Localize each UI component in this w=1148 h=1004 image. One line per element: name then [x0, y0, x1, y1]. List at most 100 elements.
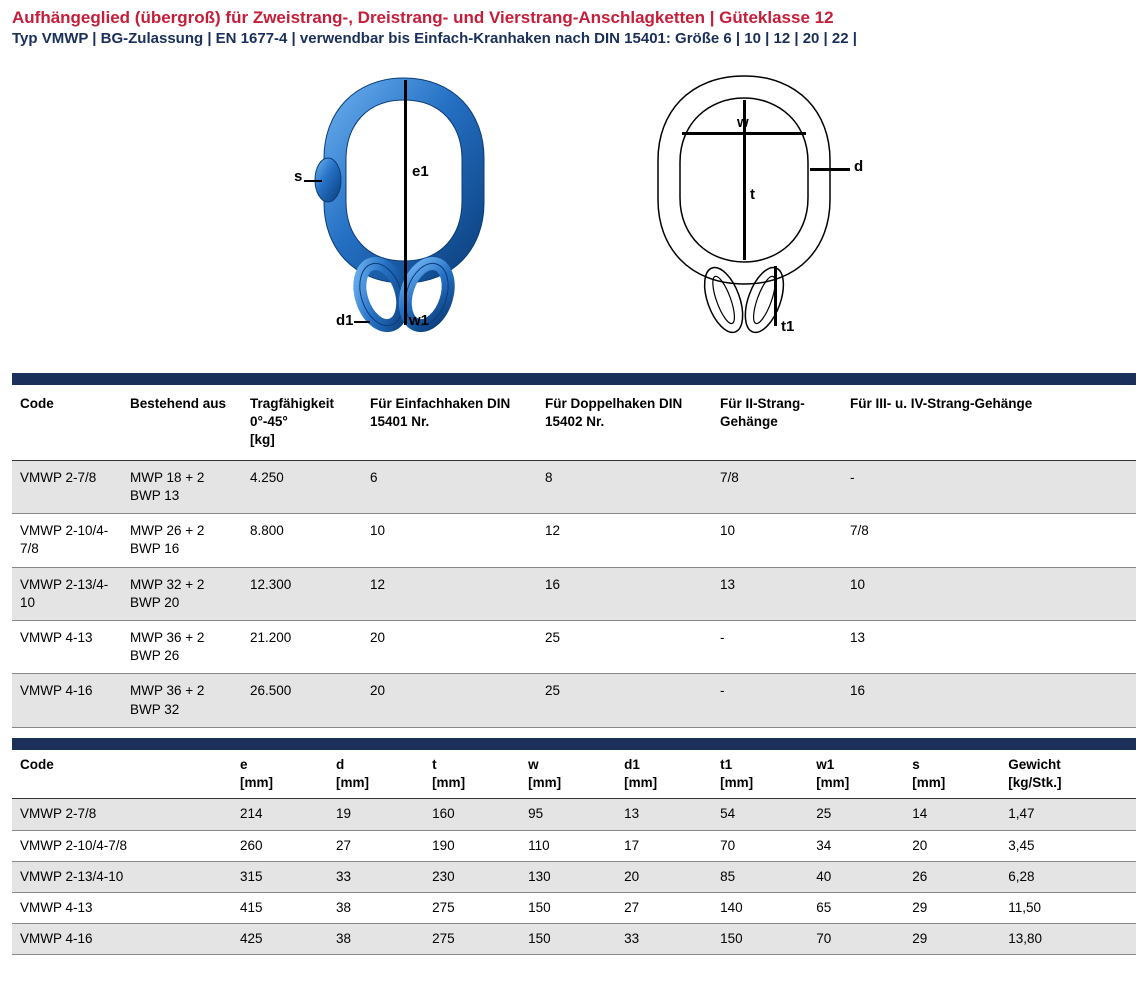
table-cell: 425 [232, 924, 328, 955]
table-cell: VMWP 2-13/4-10 [12, 567, 122, 620]
table-cell: - [712, 674, 842, 727]
table-cell: - [842, 460, 1136, 513]
table-row: VMWP 4-16MWP 36 + 2 BWP 3226.5002025-16 [12, 674, 1136, 727]
table-cell: 10 [362, 514, 537, 567]
dim-line [354, 321, 370, 323]
diagram-area: s e1 d1 w1 w d t [12, 63, 1136, 353]
th-code: Code [12, 385, 122, 460]
th2-t1: t1 [mm] [712, 750, 808, 799]
table-cell: 26 [904, 861, 1000, 892]
diagram-rendered-link: s e1 d1 w1 [274, 68, 534, 348]
table-cell: 54 [712, 799, 808, 830]
th2-w: w [mm] [520, 750, 616, 799]
table-cell: 14 [904, 799, 1000, 830]
table-cell: 6 [362, 460, 537, 513]
table-cell: 20 [362, 620, 537, 673]
th2-d1: d1 [mm] [616, 750, 712, 799]
table-row: VMWP 2-10/4-7/826027190110177034203,45 [12, 830, 1136, 861]
table-cell: 415 [232, 892, 328, 923]
table-cell: 19 [328, 799, 424, 830]
table-row: VMWP 4-13MWP 36 + 2 BWP 2621.2002025-13 [12, 620, 1136, 673]
table-cell: 160 [424, 799, 520, 830]
table-row: VMWP 4-134153827515027140652911,50 [12, 892, 1136, 923]
table-cell: 13 [616, 799, 712, 830]
th2-w1: w1 [mm] [808, 750, 904, 799]
table1-band [12, 373, 1136, 385]
dim-label-e1: e1 [412, 163, 429, 180]
table-cell: 260 [232, 830, 328, 861]
table-cell: 40 [808, 861, 904, 892]
th2-s: s [mm] [904, 750, 1000, 799]
dim-label-s: s [294, 168, 302, 185]
table-cell: 33 [616, 924, 712, 955]
th-iii-iv-strang: Für III- u. IV-Strang-Gehänge [842, 385, 1136, 460]
table-cell: 17 [616, 830, 712, 861]
table-row: VMWP 2-13/4-1031533230130208540266,28 [12, 861, 1136, 892]
table-cell: 95 [520, 799, 616, 830]
table-cell: 8 [537, 460, 712, 513]
table-cell: 1,47 [1000, 799, 1136, 830]
th-doppelhaken: Für Doppelhaken DIN 15402 Nr. [537, 385, 712, 460]
table-cell: 140 [712, 892, 808, 923]
table-cell: 10 [712, 514, 842, 567]
th2-e: e [mm] [232, 750, 328, 799]
table-cell: 33 [328, 861, 424, 892]
table-cell: 13,80 [1000, 924, 1136, 955]
table-cell: 110 [520, 830, 616, 861]
dim-line [743, 100, 746, 260]
table-cell: VMWP 4-16 [12, 924, 232, 955]
table-cell: VMWP 4-13 [12, 892, 232, 923]
th2-d: d [mm] [328, 750, 424, 799]
table-cell: 3,45 [1000, 830, 1136, 861]
table-cell: 16 [842, 674, 1136, 727]
table-cell: - [712, 620, 842, 673]
table-cell: 214 [232, 799, 328, 830]
dim-line [304, 180, 322, 182]
table-cell: MWP 36 + 2 BWP 26 [122, 620, 242, 673]
table-cell: 20 [616, 861, 712, 892]
table-cell: 12.300 [242, 567, 362, 620]
table-cell: 70 [808, 924, 904, 955]
th-einfachhaken: Für Einfachhaken DIN 15401 Nr. [362, 385, 537, 460]
table-cell: 29 [904, 892, 1000, 923]
table-cell: VMWP 2-10/4-7/8 [12, 514, 122, 567]
table-cell: VMWP 2-13/4-10 [12, 861, 232, 892]
table-row: VMWP 2-10/4-7/8MWP 26 + 2 BWP 168.800101… [12, 514, 1136, 567]
table-cell: 7/8 [842, 514, 1136, 567]
page-title-main: Aufhängeglied (übergroß) für Zweistrang-… [12, 8, 1136, 28]
table-cell: 38 [328, 924, 424, 955]
table-cell: 25 [537, 674, 712, 727]
table-cell: 6,28 [1000, 861, 1136, 892]
table-cell: 230 [424, 861, 520, 892]
table-cell: 16 [537, 567, 712, 620]
table-cell: 12 [537, 514, 712, 567]
table-cell: 26.500 [242, 674, 362, 727]
dim-line [404, 80, 407, 325]
diagram-schematic-link: w d t t1 [614, 68, 874, 348]
table-cell: 10 [842, 567, 1136, 620]
table-cell: VMWP 2-7/8 [12, 799, 232, 830]
table-cell: 11,50 [1000, 892, 1136, 923]
table2-band [12, 738, 1136, 750]
table-row: VMWP 2-13/4-10MWP 32 + 2 BWP 2012.300121… [12, 567, 1136, 620]
table-cell: 21.200 [242, 620, 362, 673]
table-cell: 29 [904, 924, 1000, 955]
page-title-sub: Typ VMWP | BG-Zulassung | EN 1677-4 | ve… [12, 30, 1136, 47]
table-cell: MWP 18 + 2 BWP 13 [122, 460, 242, 513]
table-cell: MWP 32 + 2 BWP 20 [122, 567, 242, 620]
th2-gewicht: Gewicht [kg/Stk.] [1000, 750, 1136, 799]
table-cell: 150 [520, 892, 616, 923]
table-cell: 4.250 [242, 460, 362, 513]
table-cell: MWP 36 + 2 BWP 32 [122, 674, 242, 727]
table-cell: 275 [424, 924, 520, 955]
th-bestehend: Bestehend aus [122, 385, 242, 460]
spec-table-2: Code e [mm] d [mm] t [mm] w [mm] d1 [mm]… [12, 750, 1136, 956]
table-cell: 275 [424, 892, 520, 923]
table-cell: 38 [328, 892, 424, 923]
table-cell: 27 [328, 830, 424, 861]
table-cell: MWP 26 + 2 BWP 16 [122, 514, 242, 567]
table-cell: 65 [808, 892, 904, 923]
dim-line [810, 168, 850, 171]
dim-label-d: d [854, 158, 863, 175]
table-cell: 85 [712, 861, 808, 892]
